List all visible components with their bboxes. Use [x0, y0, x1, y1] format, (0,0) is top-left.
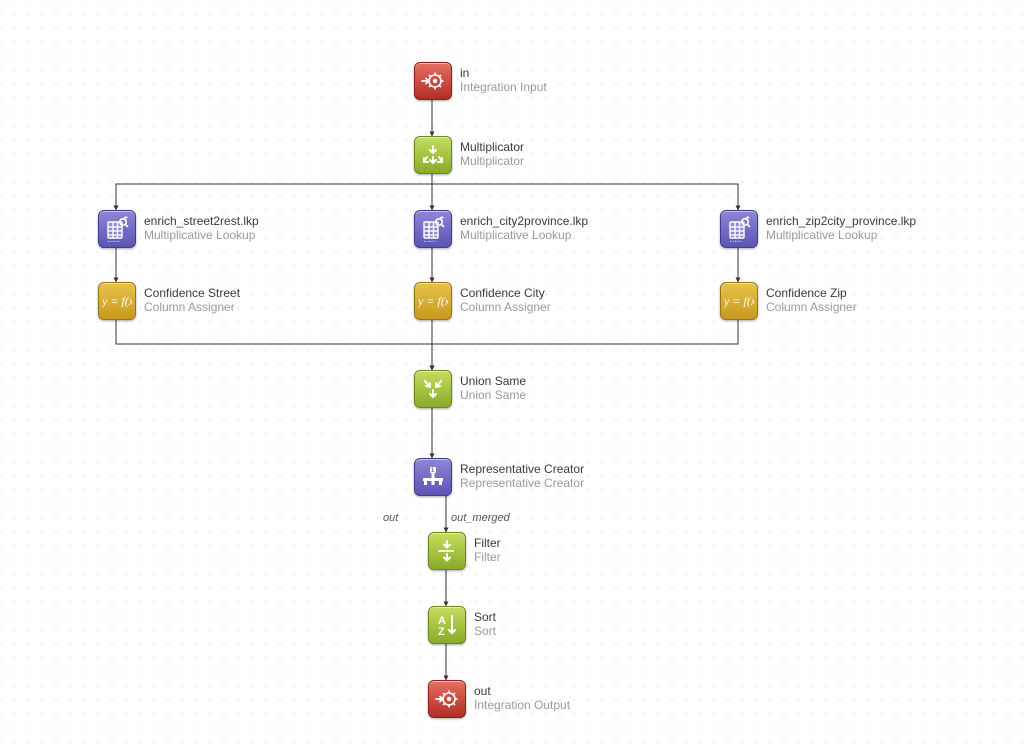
- node-subtitle: Filter: [474, 551, 501, 565]
- svg-text:y = f(x): y = f(x): [724, 294, 754, 308]
- node-conf-city[interactable]: y = f(x) Confidence CityColumn Assigner: [414, 282, 551, 320]
- node-filter[interactable]: FilterFilter: [428, 532, 501, 570]
- svg-text:Z: Z: [438, 626, 445, 638]
- node-labels: Representative CreatorRepresentative Cre…: [460, 463, 584, 491]
- node-labels: Confidence StreetColumn Assigner: [144, 287, 240, 315]
- node-labels: Confidence CityColumn Assigner: [460, 287, 551, 315]
- node-labels: enrich_city2province.lkpMultiplicative L…: [460, 215, 588, 243]
- node-labels: FilterFilter: [474, 537, 501, 565]
- edge: [116, 318, 432, 370]
- gear-in-icon: [414, 62, 452, 100]
- node-title: enrich_city2province.lkp: [460, 215, 588, 229]
- svg-text:+: +: [440, 216, 445, 222]
- svg-text:+: +: [124, 216, 129, 222]
- port-label: out: [383, 512, 398, 524]
- filter-icon: [428, 532, 466, 570]
- node-labels: inIntegration Input: [460, 67, 547, 95]
- node-union[interactable]: Union SameUnion Same: [414, 370, 526, 408]
- svg-text:y = f(x): y = f(x): [418, 294, 448, 308]
- node-title: Representative Creator: [460, 463, 584, 477]
- merge-icon: [414, 370, 452, 408]
- node-title: Multiplicator: [460, 141, 524, 155]
- node-subtitle: Column Assigner: [766, 301, 857, 315]
- node-labels: enrich_zip2city_province.lkpMultiplicati…: [766, 215, 916, 243]
- fx-icon: y = f(x): [98, 282, 136, 320]
- node-sort[interactable]: A Z SortSort: [428, 606, 496, 644]
- split-icon: [414, 136, 452, 174]
- fx-icon: y = f(x): [414, 282, 452, 320]
- node-subtitle: Multiplicative Lookup: [144, 229, 259, 243]
- node-subtitle: Integration Output: [474, 699, 570, 713]
- node-subtitle: Multiplicative Lookup: [460, 229, 588, 243]
- node-lkp-zip[interactable]: table + enrich_zip2city_province.lkpMult…: [720, 210, 916, 248]
- node-labels: SortSort: [474, 611, 496, 639]
- node-subtitle: Representative Creator: [460, 477, 584, 491]
- node-labels: outIntegration Output: [474, 685, 570, 713]
- node-subtitle: Integration Input: [460, 81, 547, 95]
- node-rep[interactable]: 1 Representative CreatorRepresentative C…: [414, 458, 584, 496]
- edge: [116, 172, 432, 210]
- node-title: Confidence Zip: [766, 287, 857, 301]
- node-subtitle: Multiplicative Lookup: [766, 229, 916, 243]
- node-subtitle: Sort: [474, 625, 496, 639]
- node-labels: Union SameUnion Same: [460, 375, 526, 403]
- svg-text:y = f(x): y = f(x): [102, 294, 132, 308]
- node-title: Union Same: [460, 375, 526, 389]
- node-title: out: [474, 685, 570, 699]
- node-title: enrich_zip2city_province.lkp: [766, 215, 916, 229]
- svg-text:+: +: [746, 216, 751, 222]
- node-labels: MultiplicatorMultiplicator: [460, 141, 524, 169]
- node-conf-street[interactable]: y = f(x) Confidence StreetColumn Assigne…: [98, 282, 240, 320]
- node-labels: enrich_street2rest.lkpMultiplicative Loo…: [144, 215, 259, 243]
- node-mult[interactable]: MultiplicatorMultiplicator: [414, 136, 524, 174]
- node-title: Confidence Street: [144, 287, 240, 301]
- sort-icon: A Z: [428, 606, 466, 644]
- node-title: Filter: [474, 537, 501, 551]
- node-out[interactable]: outIntegration Output: [428, 680, 570, 718]
- node-title: in: [460, 67, 547, 81]
- node-title: Confidence City: [460, 287, 551, 301]
- node-subtitle: Column Assigner: [144, 301, 240, 315]
- port-label: out_merged: [451, 512, 510, 524]
- gear-out-icon: [428, 680, 466, 718]
- table-lookup-icon: table +: [98, 210, 136, 248]
- rep-icon: 1: [414, 458, 452, 496]
- node-title: Sort: [474, 611, 496, 625]
- edge: [432, 318, 738, 370]
- node-subtitle: Column Assigner: [460, 301, 551, 315]
- svg-text:table: table: [108, 241, 122, 242]
- node-in[interactable]: inIntegration Input: [414, 62, 547, 100]
- node-subtitle: Multiplicator: [460, 155, 524, 169]
- fx-icon: y = f(x): [720, 282, 758, 320]
- svg-text:table: table: [730, 241, 744, 242]
- table-lookup-icon: table +: [414, 210, 452, 248]
- edge: [432, 172, 738, 210]
- node-labels: Confidence ZipColumn Assigner: [766, 287, 857, 315]
- node-lkp-street[interactable]: table + enrich_street2rest.lkpMultiplica…: [98, 210, 259, 248]
- node-title: enrich_street2rest.lkp: [144, 215, 259, 229]
- node-lkp-city[interactable]: table + enrich_city2province.lkpMultipli…: [414, 210, 588, 248]
- table-lookup-icon: table +: [720, 210, 758, 248]
- node-subtitle: Union Same: [460, 389, 526, 403]
- svg-text:table: table: [424, 241, 438, 242]
- node-conf-zip[interactable]: y = f(x) Confidence ZipColumn Assigner: [720, 282, 857, 320]
